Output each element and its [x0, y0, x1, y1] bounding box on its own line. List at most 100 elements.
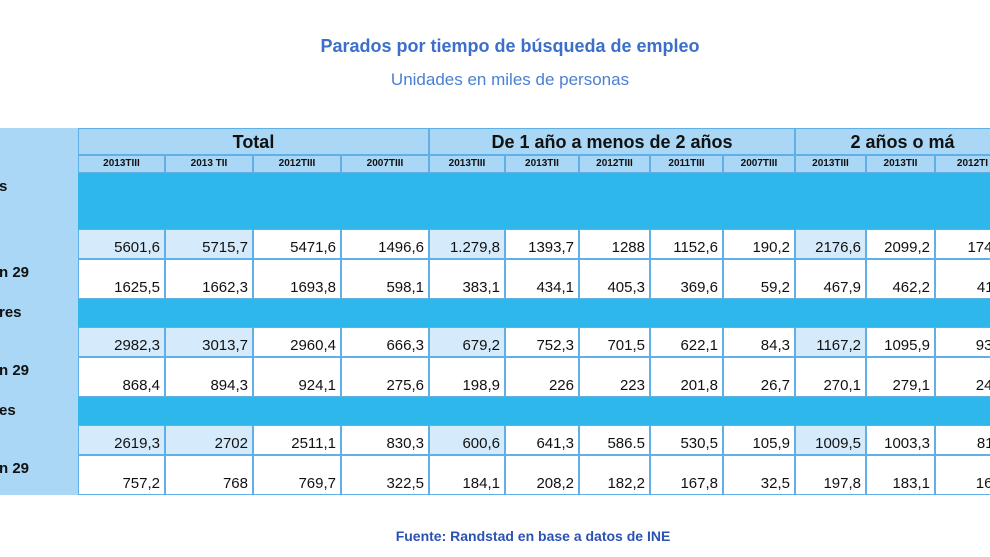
value-cell: 666,3	[341, 327, 429, 357]
value-cell: 462,2	[866, 259, 935, 299]
row-label: n 29	[0, 259, 78, 299]
period-header: 2012TI	[935, 155, 990, 173]
value-cell: 811,	[935, 425, 990, 455]
group-header: 2 años o má	[795, 128, 990, 155]
value-cell: 182,2	[579, 455, 650, 495]
value-cell: 1393,7	[505, 229, 579, 259]
value-cell: 5601,6	[78, 229, 165, 259]
value-cell: 752,3	[505, 327, 579, 357]
value-cell: 165,	[935, 455, 990, 495]
value-cell: 1095,9	[866, 327, 935, 357]
value-cell: 167,8	[650, 455, 723, 495]
value-cell: 598,1	[341, 259, 429, 299]
value-cell: 830,3	[341, 425, 429, 455]
value-cell: 198,9	[429, 357, 505, 397]
value-cell: 59,2	[723, 259, 795, 299]
row-label	[0, 327, 78, 357]
value-cell: 3013,7	[165, 327, 253, 357]
section-band	[78, 397, 990, 425]
value-cell: 26,7	[723, 357, 795, 397]
value-cell: 322,5	[341, 455, 429, 495]
value-cell: 1009,5	[795, 425, 866, 455]
value-cell: 1288	[579, 229, 650, 259]
value-cell: 246,	[935, 357, 990, 397]
value-cell: 769,7	[253, 455, 341, 495]
value-cell: 434,1	[505, 259, 579, 299]
value-cell: 768	[165, 455, 253, 495]
period-header: 2013TII	[866, 155, 935, 173]
value-cell: 530,5	[650, 425, 723, 455]
value-cell: 197,8	[795, 455, 866, 495]
value-cell: 2176,6	[795, 229, 866, 259]
section-label: res	[0, 299, 78, 327]
period-header: 2013 TII	[165, 155, 253, 173]
subtitle: Unidades en miles de personas	[390, 70, 630, 89]
value-cell: 934,	[935, 327, 990, 357]
period-header: 2007TIII	[723, 155, 795, 173]
section-label: s	[0, 173, 78, 229]
value-cell: 1625,5	[78, 259, 165, 299]
value-cell: 2702	[165, 425, 253, 455]
period-header: 2013TIII	[429, 155, 505, 173]
row-label	[0, 229, 78, 259]
value-cell: 2511,1	[253, 425, 341, 455]
value-cell: 201,8	[650, 357, 723, 397]
value-cell: 5715,7	[165, 229, 253, 259]
value-cell: 105,9	[723, 425, 795, 455]
value-cell: 279,1	[866, 357, 935, 397]
value-cell: 223	[579, 357, 650, 397]
period-header: 2007TIII	[341, 155, 429, 173]
section-label: es	[0, 397, 78, 425]
period-header: 2012TIII	[253, 155, 341, 173]
row-label	[0, 425, 78, 455]
value-cell: 184,1	[429, 455, 505, 495]
source: Fuente: Randstad en base a datos de INE	[395, 528, 671, 544]
value-cell: 411,	[935, 259, 990, 299]
period-header: 2013TIII	[78, 155, 165, 173]
value-cell: 226	[505, 357, 579, 397]
value-cell: 1496,6	[341, 229, 429, 259]
value-cell: 894,3	[165, 357, 253, 397]
period-header: 2013TIII	[795, 155, 866, 173]
value-cell: 2619,3	[78, 425, 165, 455]
period-header: 2013TII	[505, 155, 579, 173]
value-cell: 757,2	[78, 455, 165, 495]
value-cell: 383,1	[429, 259, 505, 299]
value-cell: 405,3	[579, 259, 650, 299]
value-cell: 84,3	[723, 327, 795, 357]
value-cell: 600,6	[429, 425, 505, 455]
value-cell: 1693,8	[253, 259, 341, 299]
value-cell: 1.279,8	[429, 229, 505, 259]
period-header: 2011TIII	[650, 155, 723, 173]
value-cell: 190,2	[723, 229, 795, 259]
value-cell: 622,1	[650, 327, 723, 357]
value-cell: 275,6	[341, 357, 429, 397]
row-label: n 29	[0, 357, 78, 397]
value-cell: 1003,3	[866, 425, 935, 455]
value-cell: 2982,3	[78, 327, 165, 357]
value-cell: 183,1	[866, 455, 935, 495]
value-cell: 868,4	[78, 357, 165, 397]
value-cell: 701,5	[579, 327, 650, 357]
value-cell: 467,9	[795, 259, 866, 299]
value-cell: 32,5	[723, 455, 795, 495]
value-cell: 1167,2	[795, 327, 866, 357]
value-cell: 208,2	[505, 455, 579, 495]
label-column	[0, 128, 78, 173]
value-cell: 1662,3	[165, 259, 253, 299]
value-cell: 2960,4	[253, 327, 341, 357]
value-cell: 586.5	[579, 425, 650, 455]
group-header: De 1 año a menos de 2 años	[429, 128, 795, 155]
value-cell: 924,1	[253, 357, 341, 397]
value-cell: 679,2	[429, 327, 505, 357]
row-label: n 29	[0, 455, 78, 495]
section-band	[78, 299, 990, 327]
value-cell: 1152,6	[650, 229, 723, 259]
group-header: Total	[78, 128, 429, 155]
value-cell: 369,6	[650, 259, 723, 299]
value-cell: 1746,	[935, 229, 990, 259]
title: Parados por tiempo de búsqueda de empleo	[320, 36, 700, 56]
value-cell: 641,3	[505, 425, 579, 455]
value-cell: 270,1	[795, 357, 866, 397]
